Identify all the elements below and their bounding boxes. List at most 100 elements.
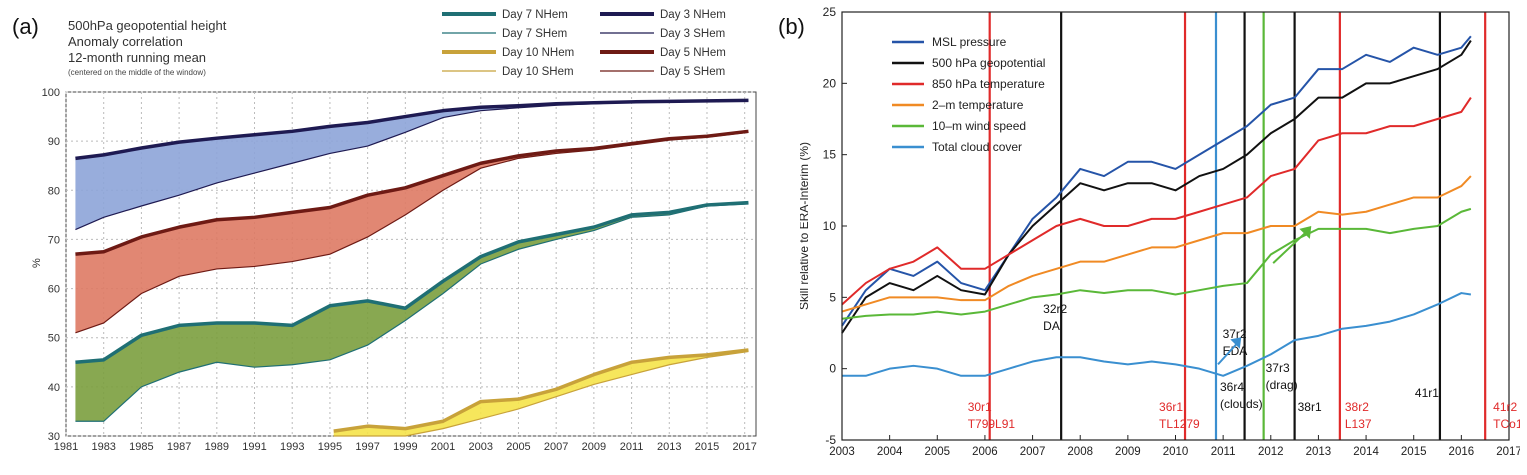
panel-b-x-tick: 2015 bbox=[1401, 446, 1427, 458]
panel-a-legend-label: Day 10 NHem bbox=[502, 47, 574, 59]
panel-a-x-tick: 1995 bbox=[318, 441, 342, 453]
panel-a-chart: 1981 1983 1985 1987 1989 1991 1993 1995 1997 1999… bbox=[31, 9, 757, 453]
panel-b-tag: (b) bbox=[778, 14, 805, 39]
panel-b-y-tick: 5 bbox=[829, 290, 836, 304]
panel-b-legend-label: MSL pressure bbox=[932, 35, 1007, 49]
panel-b-line-2-m-temperature bbox=[841, 175, 1472, 313]
panel-b-chart: 2003 2004 2005 2006 2007 2008 2009 2010 2011 2012… bbox=[800, 5, 1520, 458]
panel-a-legend-label: Day 5 NHem bbox=[660, 47, 726, 59]
panel-a-x-tick: 2001 bbox=[431, 441, 455, 453]
panel-a-y-tick: 90 bbox=[48, 136, 60, 148]
panel-a-shem-line bbox=[75, 203, 749, 422]
panel-b-cloud-arrow bbox=[1217, 342, 1239, 366]
panel-a-area-day-7 bbox=[75, 202, 749, 422]
panel-a-y-tick: 50 bbox=[48, 333, 60, 345]
panel-a-x-tick: 1989 bbox=[205, 441, 229, 453]
panel-b-y-tick: 0 bbox=[829, 362, 836, 376]
panel-a-nhem-line bbox=[75, 200, 749, 365]
panel-b-legend: MSL pressure 500 hPa geopotential 850 hPa … bbox=[892, 35, 1045, 154]
panel-b-legend-label: 2–m temperature bbox=[932, 98, 1024, 112]
panel-b-wind-arrow bbox=[1272, 230, 1308, 264]
panel-b-event-label: EDA bbox=[1223, 344, 1248, 358]
panel-b-event-label: 36r4 bbox=[1220, 380, 1244, 394]
panel-a-x-tick: 2017 bbox=[732, 441, 756, 453]
panel-a-y-tick: 30 bbox=[48, 431, 60, 443]
panel-b-event-label: 38r2 bbox=[1345, 400, 1369, 414]
panel-a-legend-label: Day 3 SHem bbox=[660, 28, 725, 40]
panel-b-event-label: L137 bbox=[1345, 417, 1372, 431]
panel-a-y-tick: 100 bbox=[42, 87, 60, 99]
panel-b-x-tick: 2014 bbox=[1353, 446, 1379, 458]
panel-b-event-label: TL1279 bbox=[1159, 417, 1200, 431]
panel-a-title-2: Anomaly correlation bbox=[68, 34, 183, 49]
panel-b-event-label: 38r1 bbox=[1298, 400, 1322, 414]
panel-b-x-tick: 2010 bbox=[1163, 446, 1189, 458]
panel-b-event-label: 36r1 bbox=[1159, 400, 1183, 414]
panel-a-x-tick: 1981 bbox=[54, 441, 78, 453]
panel-b-x-tick: 2005 bbox=[924, 446, 950, 458]
panel-b-y-tick: 25 bbox=[823, 5, 837, 19]
panel-a-legend-label: Day 10 SHem bbox=[502, 66, 574, 78]
panel-a-nhem-line bbox=[333, 348, 749, 433]
panel-b-x-tick: 2004 bbox=[877, 446, 903, 458]
panel-a-legend-label: Day 3 NHem bbox=[660, 9, 726, 21]
panel-b-x-tick: 2003 bbox=[829, 446, 855, 458]
panel-b-legend-label: 500 hPa geopotential bbox=[932, 56, 1045, 70]
panel-a-legend-label: Day 7 NHem bbox=[502, 9, 568, 21]
panel-b-legend-label: 850 hPa temperature bbox=[932, 77, 1045, 91]
panel-b-x-tick: 2017 bbox=[1496, 446, 1520, 458]
panel-b-event-label: 41r2 bbox=[1493, 400, 1517, 414]
panel-a-x-tick: 2005 bbox=[506, 441, 530, 453]
panel-a-title-1: 500hPa geopotential height bbox=[68, 18, 227, 33]
panel-b-y-tick: 10 bbox=[823, 219, 837, 233]
panel-a-x-tick: 2003 bbox=[469, 441, 493, 453]
panel-a-legend: Day 7 NHem Day 3 NHem Day 7 SHem Day 3 SHem… bbox=[442, 9, 726, 78]
panel-a-x-tick: 2009 bbox=[582, 441, 606, 453]
panel-a-nhem-line bbox=[75, 98, 749, 161]
panel-b-wind-arrowhead bbox=[1299, 226, 1312, 239]
panel-a-ylabel: % bbox=[31, 258, 43, 268]
panel-a-shem-line bbox=[333, 350, 749, 437]
panel-a-x-tick: 2007 bbox=[544, 441, 568, 453]
panel-b-y-tick: 15 bbox=[823, 148, 837, 162]
panel-a-x-tick: 1999 bbox=[393, 441, 417, 453]
panel-b-event-label: 32r2 bbox=[1043, 302, 1067, 316]
panel-b-line-10-m-wind-speed bbox=[841, 207, 1472, 320]
panel-a-x-tick: 1987 bbox=[167, 441, 191, 453]
panel-b-x-tick: 2012 bbox=[1258, 446, 1284, 458]
panel-b-y-tick: -5 bbox=[825, 433, 836, 447]
panel-a-legend-label: Day 7 SHem bbox=[502, 28, 567, 40]
panel-a-y-tick: 60 bbox=[48, 284, 60, 296]
panel-b-line-500-hpa-geopotential bbox=[841, 39, 1472, 334]
panel-b-line-msl-pressure bbox=[841, 35, 1472, 327]
panel-a-nhem-line bbox=[75, 129, 749, 256]
panel-a-note: (centered on the middle of the window) bbox=[68, 68, 206, 77]
panel-a-x-tick: 1983 bbox=[91, 441, 115, 453]
panel-b-event-label: 37r3 bbox=[1266, 361, 1290, 375]
panel-b-event-label: DA bbox=[1043, 319, 1060, 333]
panel-a-title-3: 12-month running mean bbox=[68, 50, 206, 65]
panel-a-axes: 1981 1983 1985 1987 1989 1991 1993 1995 1997 1999… bbox=[42, 87, 757, 453]
panel-a-tag: (a) bbox=[12, 14, 39, 39]
panel-b-event-label: 30r1 bbox=[968, 400, 992, 414]
panel-b-x-tick: 2006 bbox=[972, 446, 998, 458]
panel-a-x-tick: 2013 bbox=[657, 441, 681, 453]
panel-b-y-tick: 20 bbox=[823, 76, 837, 90]
panel-b-event-label: TCo1279 bbox=[1493, 417, 1520, 431]
panel-a-x-tick: 1997 bbox=[355, 441, 379, 453]
panel-a-area-day-3 bbox=[75, 100, 749, 230]
panel-b-lines bbox=[841, 35, 1472, 377]
panel-b-legend-label: Total cloud cover bbox=[932, 140, 1022, 154]
panel-a-lines bbox=[75, 98, 749, 437]
panel-b-line-total-cloud-cover bbox=[842, 292, 1472, 377]
panel-a-x-tick: 2015 bbox=[695, 441, 719, 453]
panel-a-x-tick: 2011 bbox=[620, 441, 644, 453]
panel-b-event-label: (drag) bbox=[1266, 378, 1298, 392]
panel-a-x-tick: 1991 bbox=[242, 441, 266, 453]
panel-b-cloud-arrowhead bbox=[1230, 337, 1242, 349]
panel-b-event-label: T799L91 bbox=[968, 417, 1016, 431]
panel-a-y-tick: 70 bbox=[48, 234, 60, 246]
panel-a-y-tick: 80 bbox=[48, 185, 60, 197]
panel-b-line-850-hpa-temperature bbox=[841, 97, 1472, 306]
